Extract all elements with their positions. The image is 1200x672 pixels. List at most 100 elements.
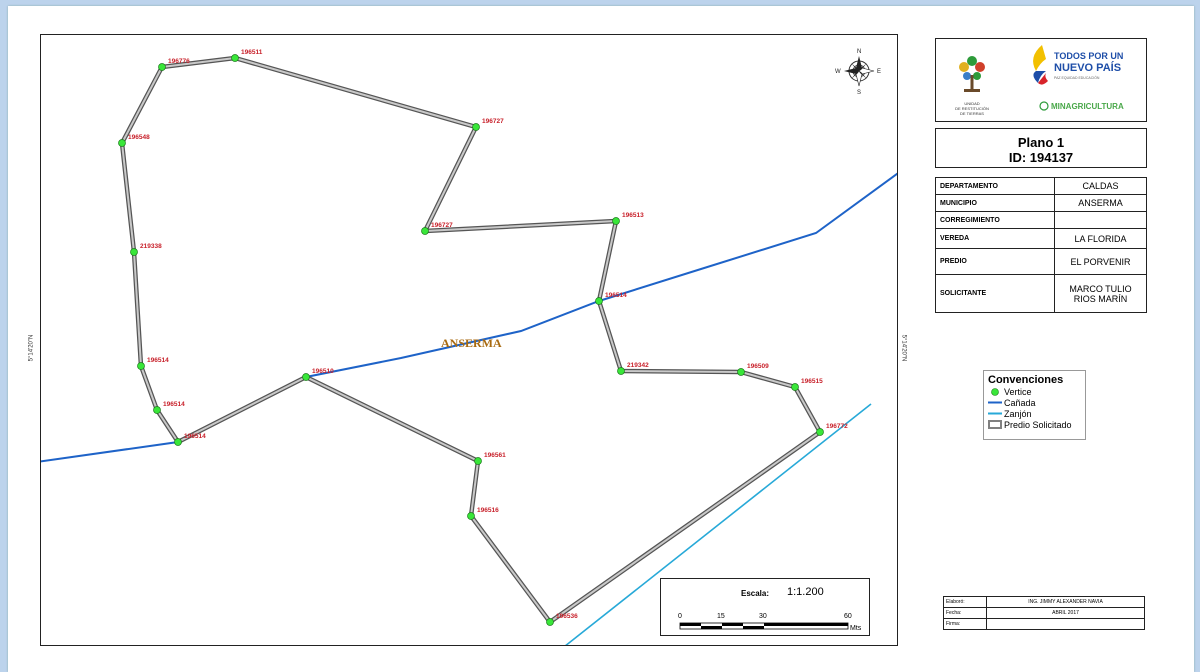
plan-id: ID: 194137 (1008, 150, 1074, 165)
vertex-point[interactable] (617, 367, 625, 375)
map-canvas[interactable]: 196776 196511 196727 196727 196513 196514 2193… (41, 35, 898, 646)
vertex-point[interactable] (737, 368, 745, 376)
footer-key: Fecha: (943, 607, 987, 619)
vertex-point[interactable] (612, 217, 620, 225)
logos-graphic: UNIDAD DE RESTITUCIÓN DE TIERRAS TODOS P… (955, 45, 1124, 116)
scale-box: Escala: 1:1.200 0 15 30 60 Mts (660, 578, 870, 636)
map-frame[interactable]: 196776 196511 196727 196727 196513 196514 2193… (40, 34, 898, 646)
logo-box: UNIDAD DE RESTITUCIÓN DE TIERRAS TODOS P… (935, 38, 1147, 122)
vertex-point[interactable] (595, 297, 603, 305)
canada-line (41, 172, 897, 463)
scale-tick-15: 15 (717, 613, 725, 620)
ministry-seal-icon (1039, 101, 1049, 111)
scale-unit: Mts (850, 625, 862, 632)
vertex-label: 196514 (605, 292, 627, 299)
vertex-point[interactable] (137, 362, 145, 370)
vertex-label: 196509 (747, 363, 769, 370)
legend-label: Vertice (1004, 386, 1032, 397)
vertex-label: 196514 (163, 401, 185, 408)
north-label: N (857, 49, 861, 55)
slogan-line3: PAZ EQUIDAD EDUCACIÓN (1054, 75, 1100, 80)
scale-bar-icon: 0 15 30 60 Mts (678, 613, 862, 632)
legend-item-canada: Cañada (988, 397, 1085, 408)
vertex-point[interactable] (158, 63, 166, 71)
info-key: VEREDA (935, 228, 1055, 249)
legend-label: Zanjón (1004, 408, 1032, 419)
footer-row-firma: Firma: (943, 618, 1145, 630)
vertex-point[interactable] (467, 512, 475, 520)
info-key: MUNICIPIO (935, 194, 1055, 212)
vertex-point[interactable] (302, 373, 310, 381)
vertex-point[interactable] (546, 618, 554, 626)
zanjon-swatch-icon (988, 409, 1002, 418)
vertex-label: 196776 (168, 58, 190, 65)
footer-key: Firma: (943, 618, 987, 630)
north-arrow-icon: N S E W (835, 49, 881, 96)
town-label: ANSERMA (441, 336, 502, 350)
legend-label: Cañada (1004, 397, 1036, 408)
info-row-departamento: DEPARTAMENTO CALDAS (935, 177, 1147, 195)
property-boundary (119, 55, 823, 625)
plan-title: Plano 1 (1017, 135, 1065, 150)
footer-value: ABRIL 2017 (986, 607, 1145, 619)
info-row-corregimiento: CORREGIMIENTO (935, 211, 1147, 229)
vertex-point[interactable] (791, 383, 799, 391)
vertex-label: 196514 (184, 433, 206, 440)
agency-line3: DE TIERRAS (960, 111, 984, 116)
info-value: EL PORVENIR (1054, 248, 1147, 275)
flag-swoosh-icon (1033, 45, 1048, 85)
vertex-point[interactable] (421, 227, 429, 235)
vertex-label: 196727 (482, 118, 504, 125)
slogan-line1: TODOS POR UN (1054, 51, 1123, 61)
zanjon-ditch (565, 403, 872, 645)
info-row-vereda: VEREDA LA FLORIDA (935, 228, 1147, 249)
legend-item-predio: Predio Solicitado (988, 419, 1085, 430)
signature-table: Elaboró: ING. JIMMY ALEXANDER NAVIA Fech… (943, 596, 1145, 630)
info-row-solicitante: SOLICITANTE MARCO TULIO RIOS MARÍN (935, 274, 1147, 313)
info-key: SOLICITANTE (935, 274, 1055, 313)
ministry-label: MINAGRICULTURA (1051, 102, 1124, 111)
info-value (1054, 211, 1147, 229)
vertex-point[interactable] (231, 54, 239, 62)
vertex-point[interactable] (174, 438, 182, 446)
predio-swatch-icon (988, 420, 1002, 429)
vertex-label: 196536 (556, 613, 578, 620)
vertex-point[interactable] (472, 123, 480, 131)
vertex-point[interactable] (118, 139, 126, 147)
canada-swatch-icon (988, 398, 1002, 407)
vertex-label: 196548 (128, 134, 150, 141)
info-row-predio: PREDIO EL PORVENIR (935, 248, 1147, 275)
agency-line2: DE RESTITUCIÓN (955, 106, 989, 111)
vertex-point[interactable] (816, 428, 824, 436)
vertex-label: 196510 (312, 368, 334, 375)
tree-logo-icon (959, 56, 985, 92)
vertex-point[interactable] (474, 457, 482, 465)
vertex-label: 196561 (484, 452, 506, 459)
vertex-label: 196511 (241, 49, 263, 56)
legend-item-zanjon: Zanjón (988, 408, 1085, 419)
property-info-table: DEPARTAMENTO CALDAS MUNICIPIO ANSERMA CO… (935, 177, 1147, 313)
scale-label: Escala: (741, 589, 770, 598)
vertex-label: 196514 (147, 357, 169, 364)
scale-tick-0: 0 (678, 613, 682, 620)
footer-row-elaboro: Elaboró: ING. JIMMY ALEXANDER NAVIA (943, 596, 1145, 608)
vertex-point[interactable] (153, 406, 161, 414)
footer-value: ING. JIMMY ALEXANDER NAVIA (986, 596, 1145, 608)
zanjon-line (565, 403, 872, 645)
vertex-label: 196515 (801, 378, 823, 385)
scale-tick-30: 30 (759, 613, 767, 620)
slogan-line2: NUEVO PAÍS (1054, 61, 1121, 74)
vertex-swatch-icon (988, 387, 1002, 396)
vertex-point[interactable] (130, 248, 138, 256)
scale-value: 1:1.200 (787, 586, 824, 598)
info-key: DEPARTAMENTO (935, 177, 1055, 195)
east-label: E (877, 69, 881, 75)
vertex-label: 219338 (140, 243, 162, 250)
west-label: W (835, 69, 841, 75)
legend-label: Predio Solicitado (1004, 419, 1072, 430)
vertex-label: 196516 (477, 507, 499, 514)
vertex-points (118, 54, 824, 626)
info-key: CORREGIMIENTO (935, 211, 1055, 229)
info-value: CALDAS (1054, 177, 1147, 195)
info-key: PREDIO (935, 248, 1055, 275)
